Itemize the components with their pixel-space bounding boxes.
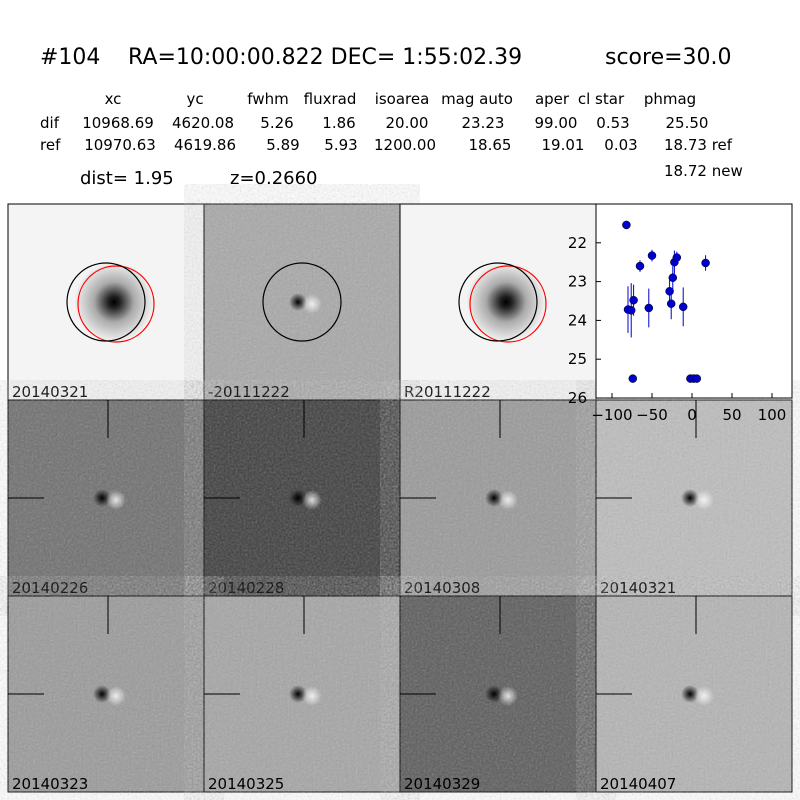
x-tick-label: −50 — [636, 406, 668, 424]
cell: 5.26 — [260, 114, 293, 132]
point — [644, 303, 654, 313]
row-label: dif — [40, 114, 60, 132]
source-light — [302, 686, 322, 706]
ring — [262, 262, 342, 342]
point — [629, 295, 638, 305]
title-score: score=30.0 — [605, 45, 732, 70]
point — [678, 302, 688, 312]
source-light — [694, 686, 714, 706]
panel-label: 20140321 — [600, 579, 676, 597]
cell: 5.89 — [266, 136, 299, 154]
galaxy — [74, 262, 154, 342]
column-header: mag auto — [441, 90, 513, 108]
source-light — [694, 490, 714, 510]
source-light — [498, 686, 518, 706]
column-header: fwhm — [247, 90, 288, 108]
cell: 20.00 — [386, 114, 429, 132]
cell: 5.93 — [324, 136, 357, 154]
panel-label: 20140407 — [600, 775, 676, 793]
ring — [77, 265, 155, 343]
ring — [458, 262, 538, 342]
column-header: isoarea — [375, 90, 430, 108]
cell: 99.00 — [535, 114, 578, 132]
extra: 18.72 new — [664, 162, 743, 180]
y-tick-label: 25 — [568, 350, 587, 368]
title-id: #104 — [40, 45, 100, 70]
column-header: aper — [535, 90, 570, 108]
y-tick-label: 22 — [568, 234, 587, 252]
column-header: phmag — [644, 90, 696, 108]
cell: 4620.08 — [172, 114, 234, 132]
point — [668, 273, 678, 282]
x-tick-label: 0 — [687, 406, 697, 424]
cell: 4619.86 — [174, 136, 236, 154]
cell: 10970.63 — [84, 136, 156, 154]
z: z=0.2660 — [230, 168, 318, 189]
dist: dist= 1.95 — [80, 168, 174, 189]
source-light — [498, 490, 518, 510]
x-tick-label: 50 — [722, 406, 741, 424]
cell: 1.86 — [322, 114, 355, 132]
y-tick-label: 24 — [568, 311, 587, 329]
panel-label: R20111222 — [404, 383, 491, 401]
point — [701, 258, 710, 268]
point — [647, 251, 657, 260]
x-tick-label: −100 — [591, 406, 632, 424]
cell: 0.03 — [604, 136, 637, 154]
column-header: fluxrad — [304, 90, 357, 108]
plot: 22 23 24 25 26−100 −50 0 50 100 — [568, 203, 793, 424]
cell: 18.65 — [469, 136, 512, 154]
cell: 10968.69 — [82, 114, 154, 132]
y-tick-label: 23 — [568, 273, 587, 291]
source-light — [302, 294, 322, 314]
point — [622, 220, 631, 230]
panel-label: 20140226 — [12, 579, 88, 597]
panels: 20140321 -20111222 R20111222 20140226 201402… — [7, 203, 793, 793]
panel-label: 20140325 — [208, 775, 284, 793]
column-header: xc — [105, 90, 122, 108]
point — [666, 299, 676, 308]
cell: 1200.00 — [374, 136, 436, 154]
point — [635, 261, 645, 271]
source-light — [106, 686, 126, 706]
cell: 25.50 — [666, 114, 709, 132]
panel-label: -20111222 — [208, 383, 290, 401]
y-tick-label: 26 — [568, 389, 587, 407]
ring — [66, 262, 146, 342]
panel-label: 20140323 — [12, 775, 88, 793]
cell: 19.01 — [542, 136, 585, 154]
column-header: yc — [186, 90, 203, 108]
column-header: cl star — [578, 90, 625, 108]
point — [672, 253, 682, 262]
galaxy — [466, 262, 546, 342]
plot-area — [595, 203, 793, 399]
cell: 0.53 — [596, 114, 629, 132]
x-tick-label: 100 — [758, 406, 787, 424]
panel-label: 20140329 — [404, 775, 480, 793]
cell: 23.23 — [462, 114, 505, 132]
panel-label: 20140228 — [208, 579, 284, 597]
panel-label: 20140321 — [12, 383, 88, 401]
point — [692, 374, 702, 383]
cell: 18.73 ref — [664, 136, 733, 154]
source-light — [302, 490, 322, 510]
row-label: ref — [40, 136, 61, 154]
source-light — [106, 490, 126, 510]
panel-label: 20140308 — [404, 579, 480, 597]
ring — [469, 265, 547, 343]
point — [628, 374, 638, 383]
title-coords: RA=10:00:00.822 DEC= 1:55:02.39 — [128, 45, 522, 70]
